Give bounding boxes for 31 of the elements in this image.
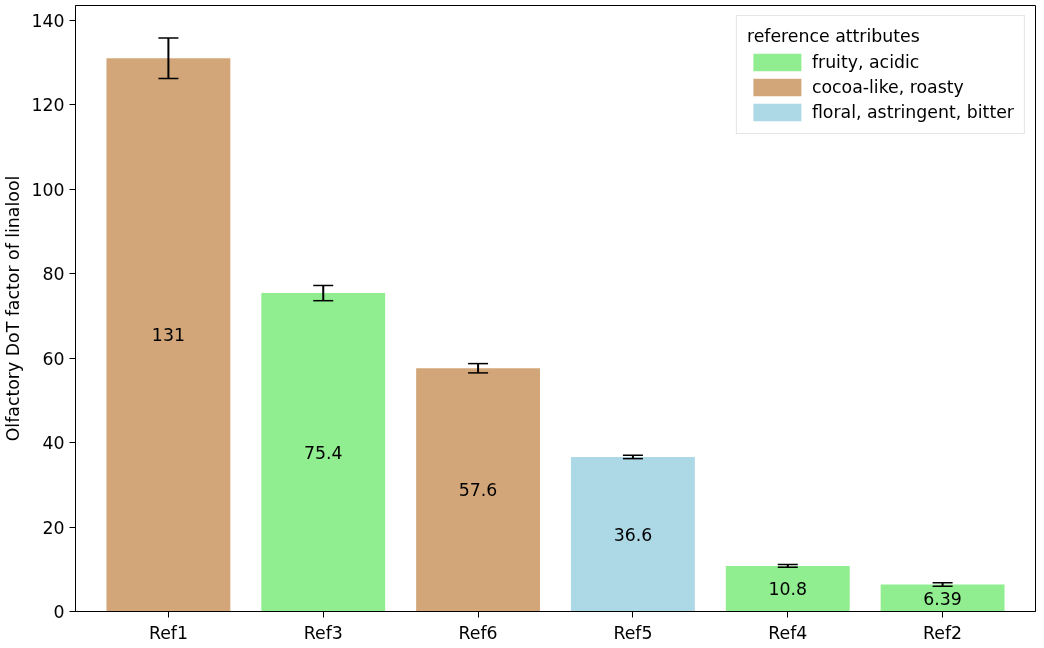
x-tick-label: Ref2	[923, 622, 963, 643]
x-tick-label: Ref3	[303, 622, 343, 643]
y-tick-label: 100	[31, 179, 65, 200]
y-tick-label: 60	[42, 348, 65, 369]
bar	[416, 368, 541, 612]
legend-label: floral, astringent, bitter	[811, 102, 1014, 122]
y-tick-label: 20	[42, 517, 65, 538]
data-label: 10.8	[768, 579, 808, 600]
legend-label: fruity, acidic	[811, 52, 920, 72]
y-axis-title: Olfactory DoT factor of linalool	[3, 175, 24, 442]
bar	[725, 565, 850, 612]
data-label: 36.6	[613, 524, 653, 545]
bar	[106, 58, 231, 612]
data-label: 57.6	[458, 480, 498, 501]
legend-label: cocoa-like, roasty	[811, 77, 964, 97]
data-label: 75.4	[303, 442, 343, 463]
x-tick-label: Ref5	[613, 622, 653, 643]
bar	[261, 293, 386, 612]
legend-title: reference attributes	[746, 26, 921, 46]
y-tick-label: 120	[31, 95, 65, 116]
y-tick-label: 40	[42, 433, 65, 454]
data-label: 131	[151, 325, 185, 346]
data-label: 6.39	[923, 588, 962, 609]
y-tick-label: 0	[53, 602, 65, 622]
x-tick-label: Ref4	[768, 622, 808, 643]
y-tick-label: 80	[42, 264, 65, 285]
y-tick-label: 140	[31, 10, 65, 31]
bar	[880, 584, 1005, 612]
x-tick-label: Ref1	[148, 622, 188, 643]
bar	[570, 456, 695, 612]
x-tick-label: Ref6	[458, 622, 498, 643]
